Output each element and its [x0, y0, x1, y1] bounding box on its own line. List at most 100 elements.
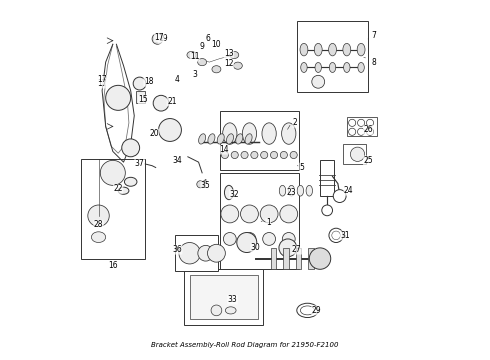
Circle shape [312, 75, 325, 88]
Ellipse shape [329, 43, 337, 56]
Circle shape [367, 119, 373, 126]
Ellipse shape [230, 51, 239, 59]
Ellipse shape [233, 62, 243, 69]
Circle shape [251, 152, 258, 158]
Ellipse shape [262, 123, 276, 144]
Circle shape [133, 77, 146, 90]
Text: 7: 7 [371, 31, 376, 40]
Ellipse shape [92, 232, 106, 243]
Ellipse shape [329, 63, 336, 72]
Circle shape [153, 95, 169, 111]
Circle shape [279, 239, 297, 257]
Circle shape [211, 305, 222, 316]
Bar [175, 235, 218, 271]
Circle shape [333, 190, 346, 203]
Circle shape [350, 147, 365, 161]
Text: 11: 11 [190, 52, 200, 61]
Text: 17: 17 [154, 33, 164, 42]
Text: 12: 12 [224, 59, 234, 68]
Circle shape [241, 205, 258, 223]
Circle shape [221, 205, 239, 223]
Ellipse shape [187, 51, 196, 59]
Ellipse shape [225, 307, 236, 314]
Circle shape [221, 152, 228, 158]
Text: 26: 26 [364, 126, 373, 135]
Bar [308, 248, 314, 269]
Circle shape [358, 119, 365, 126]
Bar [184, 269, 263, 325]
Circle shape [198, 246, 214, 261]
Ellipse shape [306, 185, 313, 196]
Text: 21: 21 [167, 97, 176, 106]
Text: 33: 33 [228, 295, 237, 304]
Ellipse shape [297, 185, 304, 196]
Text: 24: 24 [344, 186, 353, 195]
Ellipse shape [224, 185, 233, 200]
Circle shape [100, 160, 125, 185]
Circle shape [367, 128, 373, 135]
Circle shape [309, 248, 331, 269]
Circle shape [159, 118, 181, 141]
Text: 14: 14 [219, 145, 228, 154]
Text: 17: 17 [98, 79, 107, 88]
Text: 13: 13 [224, 49, 234, 58]
Ellipse shape [343, 63, 350, 72]
Text: 32: 32 [229, 190, 239, 199]
Ellipse shape [279, 185, 286, 196]
Ellipse shape [217, 134, 224, 144]
Text: 34: 34 [172, 156, 182, 165]
Ellipse shape [300, 306, 315, 315]
Ellipse shape [212, 66, 221, 73]
Circle shape [197, 181, 204, 188]
Circle shape [237, 233, 257, 252]
Circle shape [152, 33, 163, 44]
Ellipse shape [124, 177, 137, 186]
Text: 16: 16 [108, 261, 118, 270]
Circle shape [88, 205, 109, 226]
Ellipse shape [301, 63, 307, 72]
Bar [283, 248, 289, 269]
Ellipse shape [222, 123, 237, 144]
Text: 8: 8 [371, 58, 376, 67]
Circle shape [280, 152, 288, 158]
Text: 29: 29 [312, 306, 321, 315]
Circle shape [260, 205, 278, 223]
Ellipse shape [288, 185, 294, 196]
Circle shape [231, 152, 238, 158]
Bar [297, 21, 368, 93]
Ellipse shape [314, 43, 322, 56]
Bar [220, 111, 298, 170]
Ellipse shape [245, 134, 252, 144]
Circle shape [332, 231, 341, 240]
Text: 35: 35 [201, 181, 211, 190]
Bar [320, 160, 334, 196]
Circle shape [290, 152, 297, 158]
Circle shape [348, 119, 356, 126]
Circle shape [282, 233, 295, 246]
Ellipse shape [297, 303, 318, 318]
Text: 25: 25 [364, 156, 373, 165]
Circle shape [280, 205, 298, 223]
Ellipse shape [243, 123, 257, 144]
Bar [136, 91, 145, 103]
Text: 36: 36 [172, 245, 182, 254]
Text: 10: 10 [212, 40, 221, 49]
Ellipse shape [118, 187, 129, 194]
Bar [347, 117, 377, 136]
Ellipse shape [343, 43, 351, 56]
Text: 3: 3 [193, 70, 197, 79]
Ellipse shape [300, 43, 308, 56]
Bar [270, 248, 276, 269]
Text: 31: 31 [340, 231, 350, 240]
Circle shape [329, 228, 343, 243]
Circle shape [263, 233, 275, 246]
Text: 17: 17 [98, 76, 107, 85]
Circle shape [270, 152, 278, 158]
Bar [343, 144, 367, 164]
Ellipse shape [208, 134, 215, 144]
Ellipse shape [198, 134, 206, 144]
Circle shape [106, 85, 131, 111]
Bar [190, 275, 258, 319]
Ellipse shape [282, 123, 296, 144]
Circle shape [241, 152, 248, 158]
